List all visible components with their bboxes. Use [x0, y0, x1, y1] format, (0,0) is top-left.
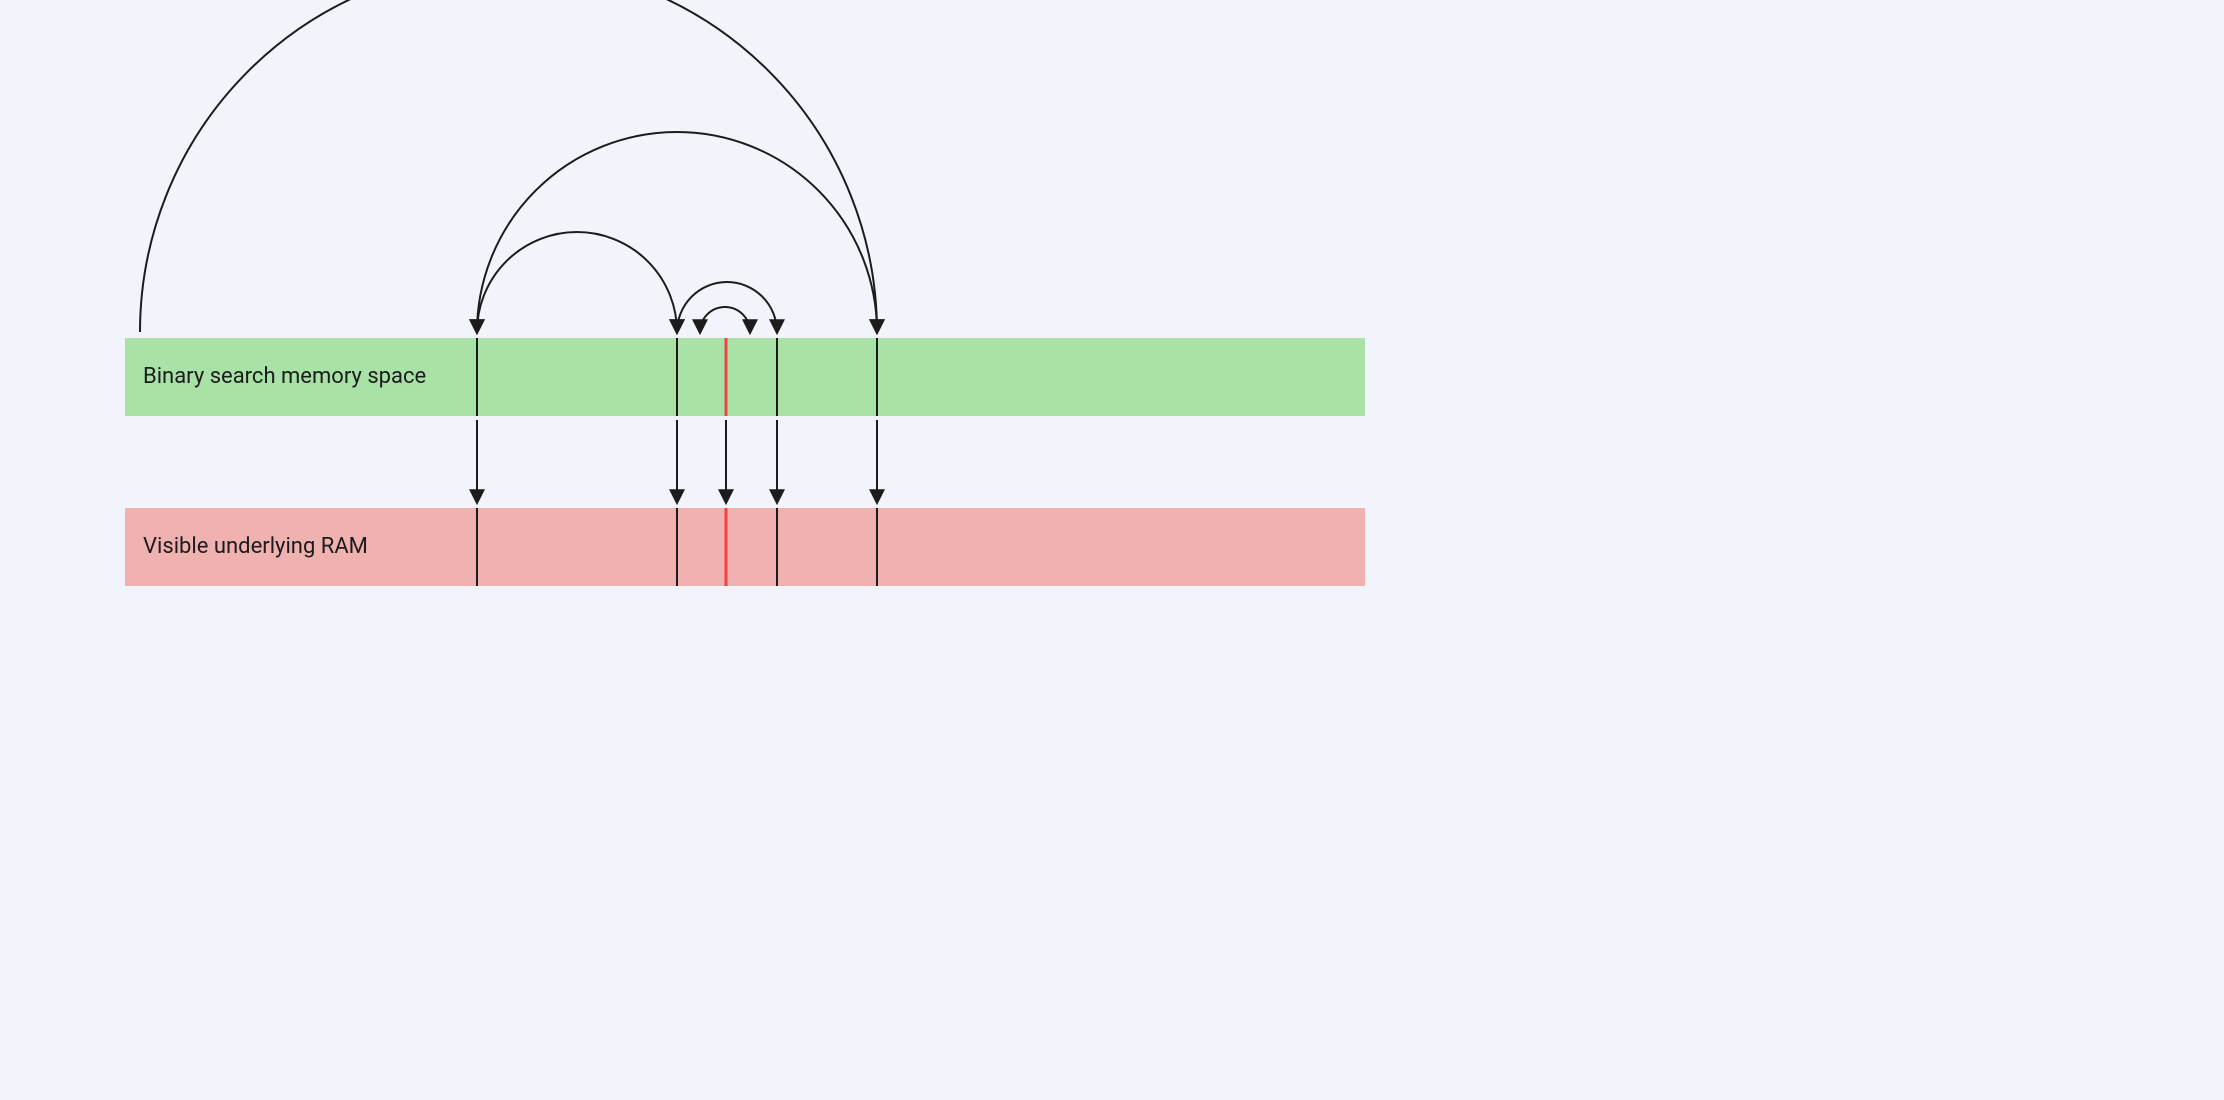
memory-space-label: Binary search memory space	[143, 364, 426, 389]
ram-label: Visible underlying RAM	[143, 534, 368, 559]
